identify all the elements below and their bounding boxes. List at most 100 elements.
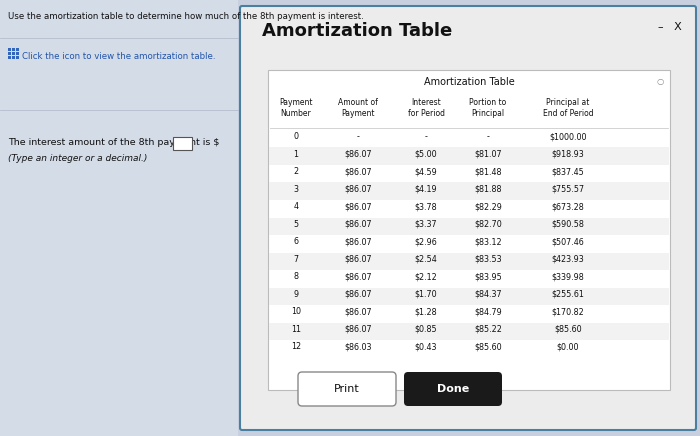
FancyBboxPatch shape — [269, 218, 669, 235]
Text: $255.61: $255.61 — [552, 290, 584, 299]
FancyBboxPatch shape — [240, 6, 696, 430]
Text: $507.46: $507.46 — [552, 237, 584, 246]
Text: Print: Print — [334, 384, 360, 394]
Text: $86.07: $86.07 — [344, 184, 372, 194]
Text: -: - — [425, 132, 428, 141]
FancyBboxPatch shape — [269, 323, 669, 340]
FancyBboxPatch shape — [12, 56, 15, 59]
FancyBboxPatch shape — [172, 137, 192, 150]
FancyBboxPatch shape — [8, 56, 11, 59]
Text: $86.03: $86.03 — [344, 342, 372, 351]
FancyBboxPatch shape — [0, 0, 238, 436]
FancyBboxPatch shape — [269, 287, 669, 305]
FancyBboxPatch shape — [298, 372, 396, 406]
Text: $2.12: $2.12 — [414, 272, 438, 281]
Text: $86.07: $86.07 — [344, 307, 372, 316]
Text: $1000.00: $1000.00 — [550, 132, 587, 141]
Text: $3.78: $3.78 — [414, 202, 438, 211]
Text: -: - — [356, 132, 359, 141]
Text: Done: Done — [437, 384, 469, 394]
Text: $3.37: $3.37 — [414, 219, 438, 228]
Text: $0.43: $0.43 — [414, 342, 438, 351]
Text: $170.82: $170.82 — [552, 307, 584, 316]
FancyBboxPatch shape — [269, 252, 669, 270]
Text: $84.79: $84.79 — [474, 307, 502, 316]
Text: $81.48: $81.48 — [475, 167, 502, 176]
Text: $2.96: $2.96 — [414, 237, 438, 246]
Text: $81.88: $81.88 — [475, 184, 502, 194]
Text: –   X: – X — [658, 22, 682, 32]
Text: Portion to
Principal: Portion to Principal — [470, 98, 507, 118]
Text: $673.28: $673.28 — [552, 202, 584, 211]
Text: 0: 0 — [293, 132, 298, 141]
Text: $86.07: $86.07 — [344, 272, 372, 281]
Text: $82.29: $82.29 — [474, 202, 502, 211]
Text: The interest amount of the 8th payment is $: The interest amount of the 8th payment i… — [8, 138, 219, 147]
Text: $84.37: $84.37 — [474, 290, 502, 299]
Text: $85.22: $85.22 — [474, 324, 502, 334]
FancyBboxPatch shape — [8, 52, 11, 55]
Text: (Type an integer or a decimal.): (Type an integer or a decimal.) — [8, 154, 148, 163]
Text: 12: 12 — [291, 342, 301, 351]
Text: $86.07: $86.07 — [344, 290, 372, 299]
Text: Amortization Table: Amortization Table — [262, 22, 452, 40]
Text: -: - — [486, 132, 489, 141]
Text: 11: 11 — [291, 324, 301, 334]
Text: Principal at
End of Period: Principal at End of Period — [542, 98, 594, 118]
Text: $83.53: $83.53 — [474, 255, 502, 263]
Text: 3: 3 — [293, 184, 298, 194]
Text: Use the amortization table to determine how much of the 8th payment is interest.: Use the amortization table to determine … — [8, 12, 364, 21]
FancyBboxPatch shape — [16, 48, 19, 51]
Text: $5.00: $5.00 — [414, 150, 438, 159]
Text: $918.93: $918.93 — [552, 150, 584, 159]
Text: $82.70: $82.70 — [474, 219, 502, 228]
FancyBboxPatch shape — [16, 52, 19, 55]
Text: $837.45: $837.45 — [552, 167, 584, 176]
Text: $339.98: $339.98 — [552, 272, 584, 281]
Text: 4: 4 — [293, 202, 298, 211]
FancyBboxPatch shape — [404, 372, 502, 406]
FancyBboxPatch shape — [12, 52, 15, 55]
Text: $0.00: $0.00 — [556, 342, 580, 351]
Text: $86.07: $86.07 — [344, 255, 372, 263]
Text: Amount of
Payment: Amount of Payment — [338, 98, 378, 118]
Text: $86.07: $86.07 — [344, 324, 372, 334]
Text: 1: 1 — [293, 150, 298, 159]
Text: $85.60: $85.60 — [554, 324, 582, 334]
Text: 7: 7 — [293, 255, 299, 263]
Text: $86.07: $86.07 — [344, 219, 372, 228]
Text: $1.70: $1.70 — [414, 290, 438, 299]
Text: $755.57: $755.57 — [552, 184, 584, 194]
Text: Interest
for Period: Interest for Period — [407, 98, 444, 118]
Text: $85.60: $85.60 — [474, 342, 502, 351]
Text: Payment
Number: Payment Number — [279, 98, 313, 118]
Text: 5: 5 — [293, 219, 299, 228]
FancyBboxPatch shape — [8, 48, 11, 51]
Text: $86.07: $86.07 — [344, 202, 372, 211]
Text: $81.07: $81.07 — [474, 150, 502, 159]
Text: 8: 8 — [293, 272, 298, 281]
FancyBboxPatch shape — [12, 48, 15, 51]
Text: $4.19: $4.19 — [414, 184, 438, 194]
Text: $1.28: $1.28 — [414, 307, 438, 316]
Text: Amortization Table: Amortization Table — [424, 77, 514, 87]
Text: $423.93: $423.93 — [552, 255, 584, 263]
FancyBboxPatch shape — [269, 147, 669, 165]
Text: $86.07: $86.07 — [344, 167, 372, 176]
Text: 6: 6 — [293, 237, 298, 246]
Text: $4.59: $4.59 — [414, 167, 438, 176]
Text: $590.58: $590.58 — [552, 219, 584, 228]
Text: $0.85: $0.85 — [414, 324, 438, 334]
Text: $2.54: $2.54 — [414, 255, 438, 263]
FancyBboxPatch shape — [269, 183, 669, 200]
Text: 9: 9 — [293, 290, 299, 299]
Text: 10: 10 — [291, 307, 301, 316]
FancyBboxPatch shape — [268, 70, 670, 390]
Text: 2: 2 — [293, 167, 299, 176]
Text: Click the icon to view the amortization table.: Click the icon to view the amortization … — [22, 52, 216, 61]
Text: $83.95: $83.95 — [474, 272, 502, 281]
Text: $86.07: $86.07 — [344, 237, 372, 246]
Text: $86.07: $86.07 — [344, 150, 372, 159]
FancyBboxPatch shape — [16, 56, 19, 59]
Text: ○: ○ — [657, 77, 664, 86]
